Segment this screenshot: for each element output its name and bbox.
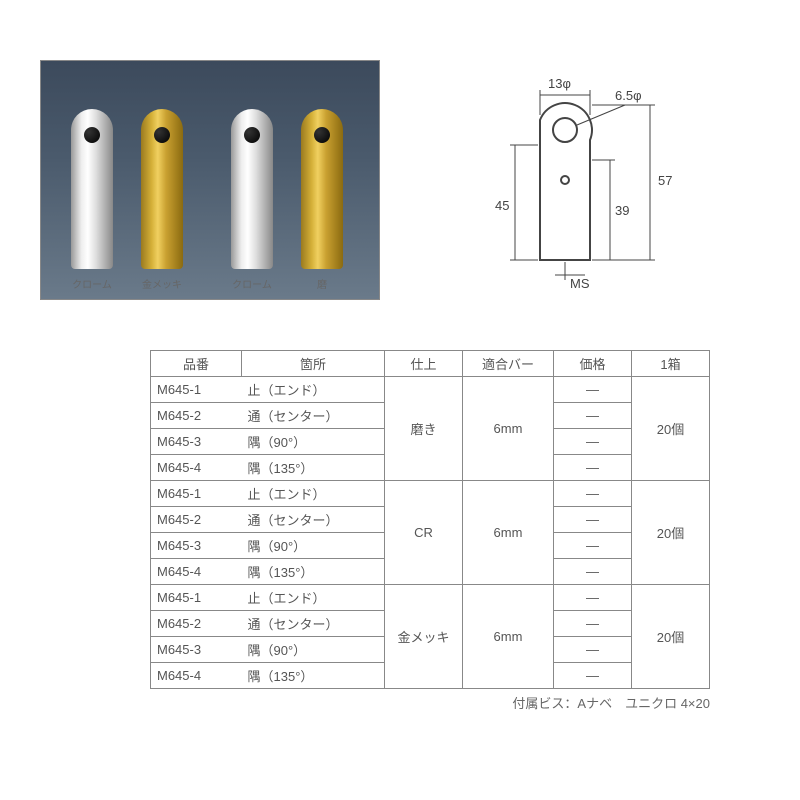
cell-price: — [554, 455, 632, 481]
cell-price: — [554, 637, 632, 663]
header-price: 価格 [554, 351, 632, 377]
cell-price: — [554, 377, 632, 403]
cell-place: 通（センター） [242, 403, 385, 429]
cell-code: M645-1 [151, 481, 242, 507]
photo-label-4: 磨 [297, 276, 347, 291]
bracket-chrome-2 [231, 109, 273, 269]
table-row: M645-1止（エンド）金メッキ6mm—20個 [151, 585, 710, 611]
top-section: クローム 金メッキ クローム 磨 13φ 6.5φ 45 [0, 0, 800, 320]
cell-box: 20個 [632, 481, 710, 585]
header-box: 1箱 [632, 351, 710, 377]
dim-bottom: MS [570, 276, 590, 291]
cell-price: — [554, 403, 632, 429]
cell-place: 隅（135°） [242, 455, 385, 481]
footnote: 付属ビス：Aナベ ユニクロ 4×20 [0, 689, 800, 712]
cell-price: — [554, 663, 632, 689]
cell-place: 止（エンド） [242, 585, 385, 611]
cell-place: 隅（90°） [242, 533, 385, 559]
header-finish: 仕上 [385, 351, 463, 377]
header-place: 箇所 [242, 351, 385, 377]
cell-box: 20個 [632, 585, 710, 689]
cell-price: — [554, 611, 632, 637]
cell-bar: 6mm [463, 481, 554, 585]
cell-price: — [554, 559, 632, 585]
cell-code: M645-4 [151, 663, 242, 689]
cell-code: M645-2 [151, 403, 242, 429]
photo-label-2: 金メッキ [137, 276, 187, 291]
cell-code: M645-3 [151, 533, 242, 559]
table-section: 品番 箇所 仕上 適合バー 価格 1箱 M645-1止（エンド）磨き6mm—20… [150, 350, 710, 689]
bracket-chrome-1 [71, 109, 113, 269]
cell-place: 止（エンド） [242, 377, 385, 403]
cell-code: M645-1 [151, 377, 242, 403]
cell-price: — [554, 533, 632, 559]
cell-place: 隅（135°） [242, 559, 385, 585]
technical-diagram: 13φ 6.5φ 45 39 57 MS [440, 60, 700, 300]
dim-hole: 6.5φ [615, 88, 642, 103]
cell-bar: 6mm [463, 377, 554, 481]
cell-place: 通（センター） [242, 611, 385, 637]
product-photo: クローム 金メッキ クローム 磨 [40, 60, 380, 300]
dim-top-width: 13φ [548, 76, 571, 91]
photo-label-1: クローム [67, 276, 117, 291]
cell-place: 隅（90°） [242, 637, 385, 663]
bracket-gold-2 [301, 109, 343, 269]
cell-code: M645-3 [151, 429, 242, 455]
header-code: 品番 [151, 351, 242, 377]
photo-label-3: クローム [227, 276, 277, 291]
dim-inner-height: 39 [615, 203, 629, 218]
cell-price: — [554, 429, 632, 455]
table-row: M645-1止（エンド）磨き6mm—20個 [151, 377, 710, 403]
cell-place: 隅（90°） [242, 429, 385, 455]
cell-place: 止（エンド） [242, 481, 385, 507]
cell-code: M645-1 [151, 585, 242, 611]
cell-code: M645-2 [151, 507, 242, 533]
cell-code: M645-2 [151, 611, 242, 637]
cell-price: — [554, 507, 632, 533]
cell-code: M645-3 [151, 637, 242, 663]
dim-total-height: 57 [658, 173, 672, 188]
cell-place: 隅（135°） [242, 663, 385, 689]
cell-finish: 金メッキ [385, 585, 463, 689]
header-bar: 適合バー [463, 351, 554, 377]
cell-bar: 6mm [463, 585, 554, 689]
cell-finish: CR [385, 481, 463, 585]
cell-code: M645-4 [151, 559, 242, 585]
cell-finish: 磨き [385, 377, 463, 481]
bracket-gold-1 [141, 109, 183, 269]
table-header-row: 品番 箇所 仕上 適合バー 価格 1箱 [151, 351, 710, 377]
table-row: M645-1止（エンド）CR6mm—20個 [151, 481, 710, 507]
cell-code: M645-4 [151, 455, 242, 481]
dim-left-height: 45 [495, 198, 509, 213]
spec-table: 品番 箇所 仕上 適合バー 価格 1箱 M645-1止（エンド）磨き6mm—20… [150, 350, 710, 689]
cell-price: — [554, 481, 632, 507]
cell-place: 通（センター） [242, 507, 385, 533]
cell-price: — [554, 585, 632, 611]
cell-box: 20個 [632, 377, 710, 481]
